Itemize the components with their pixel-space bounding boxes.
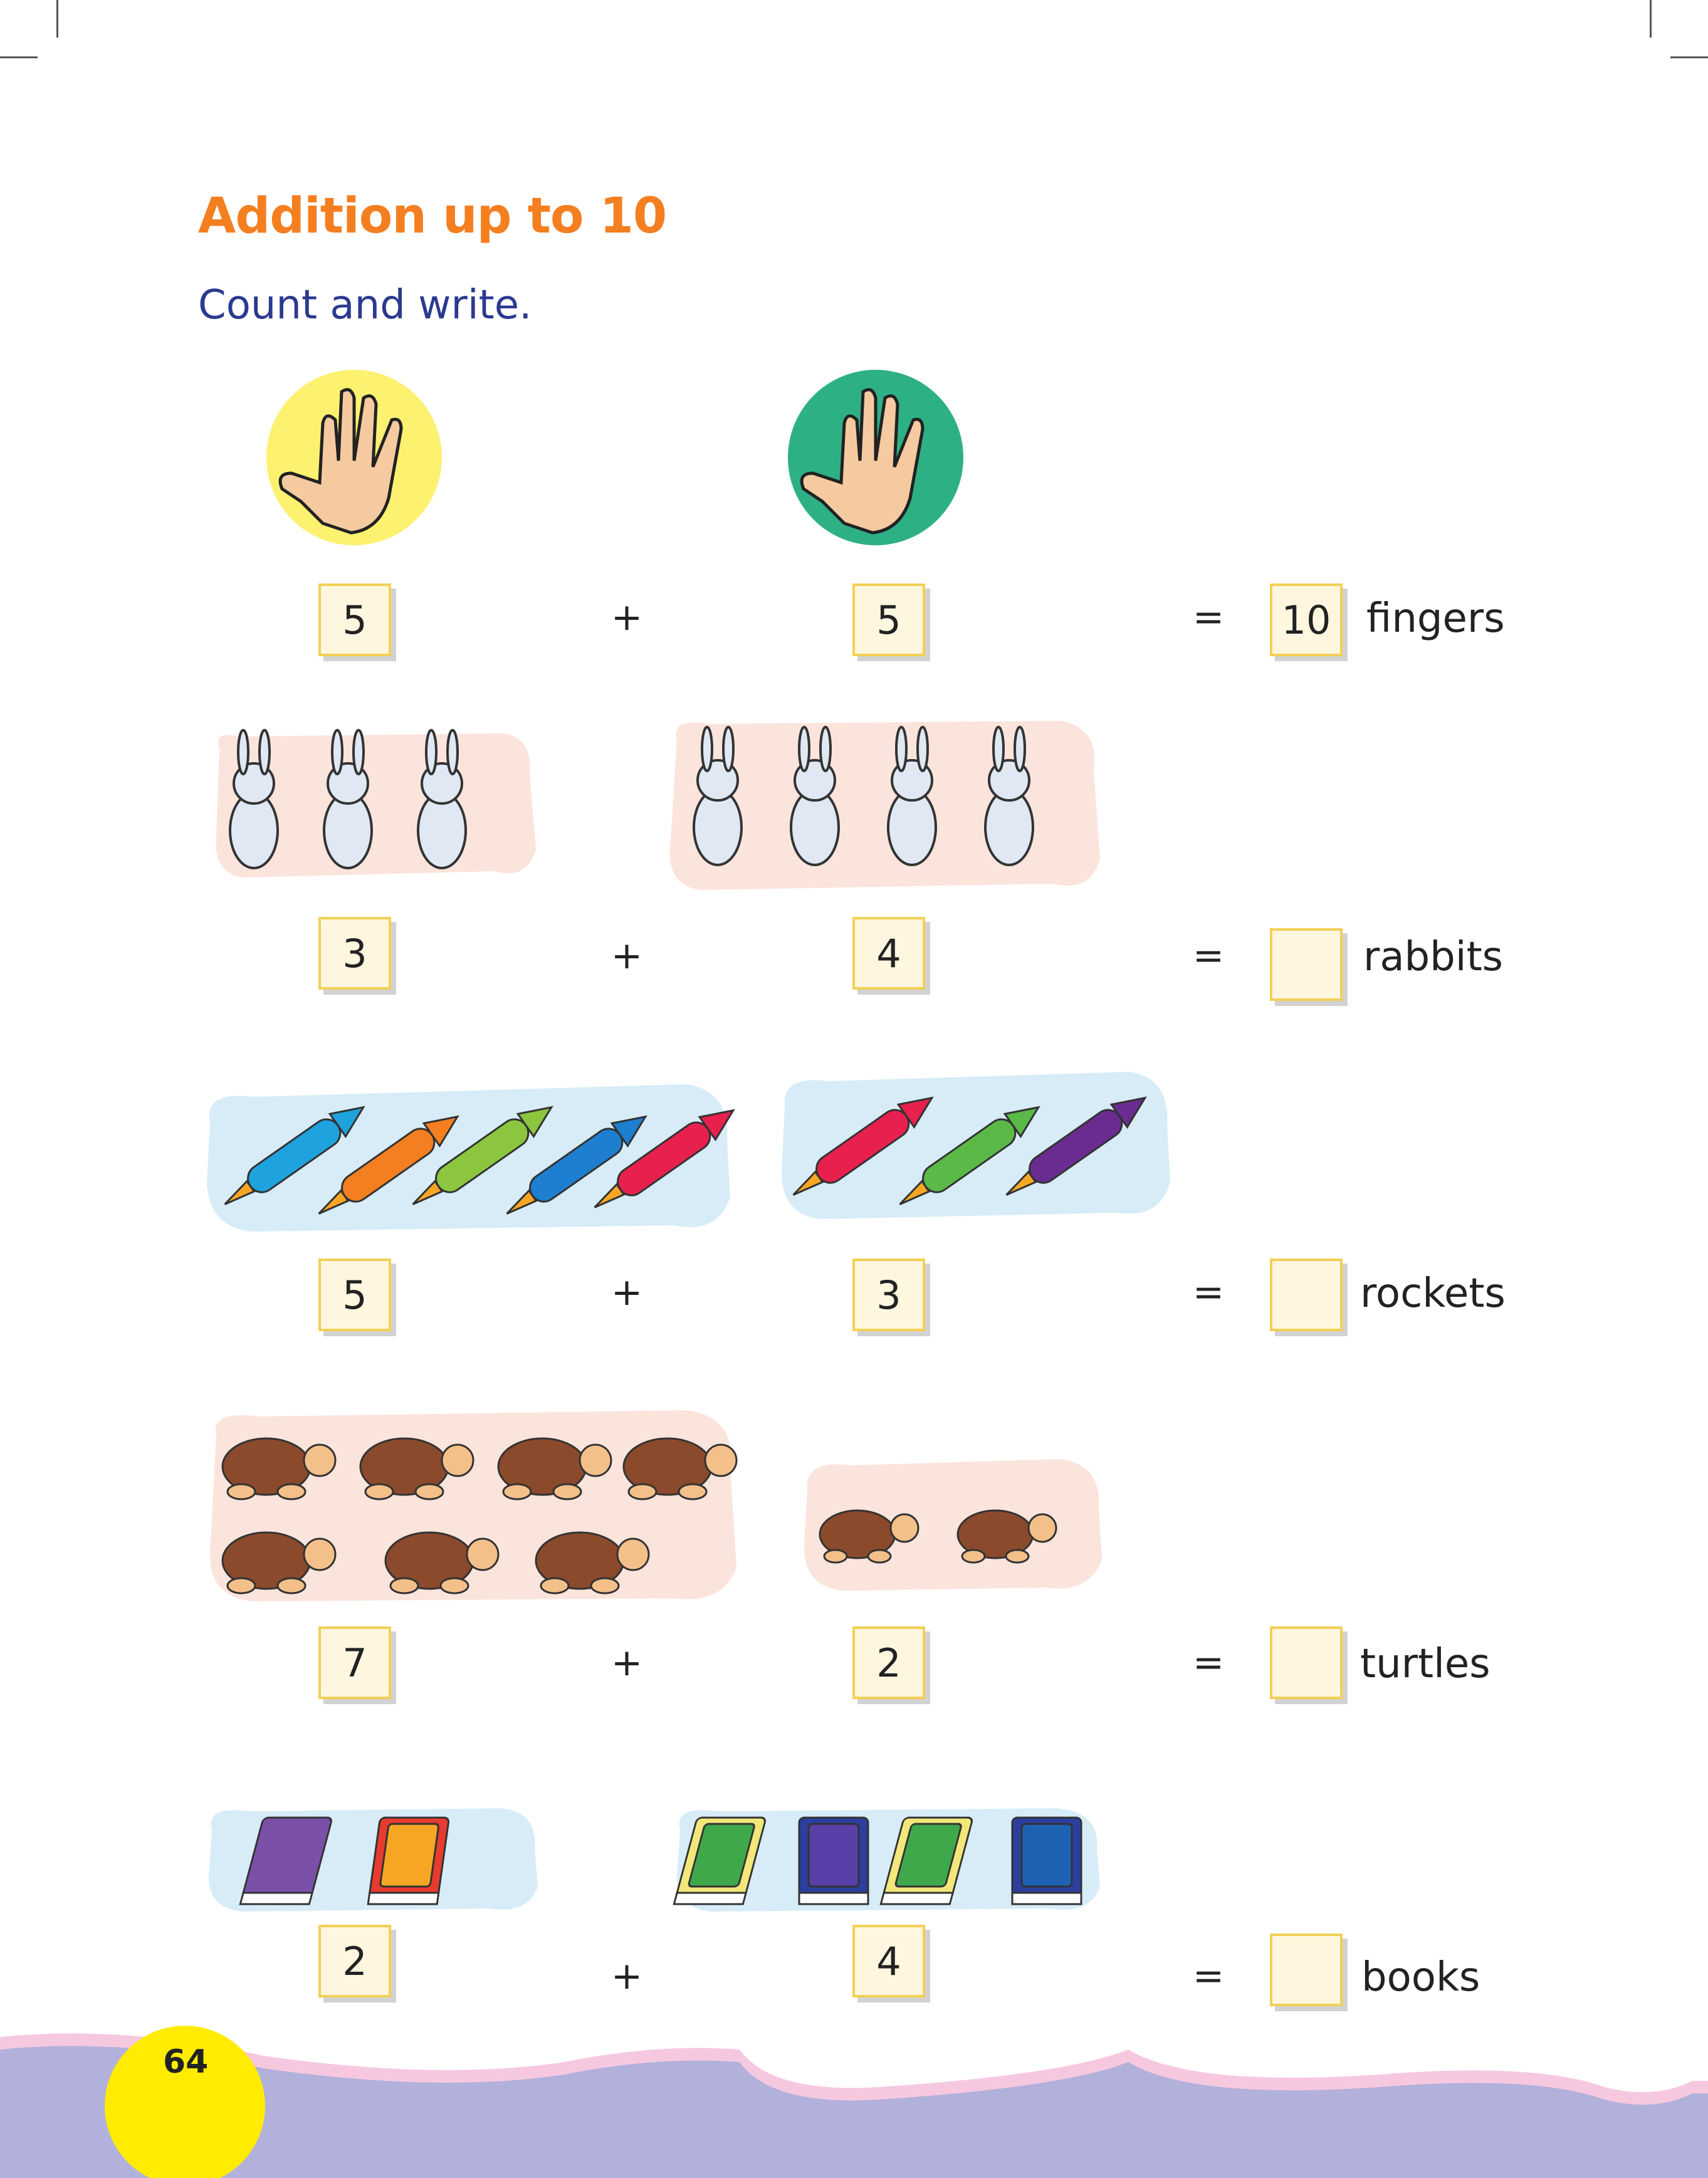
unit-label: rabbits [1363,934,1503,980]
crop-mark [56,0,58,38]
rabbits-group-b [669,721,1100,890]
addend-a-box: 5 [318,584,391,656]
equals-sign: = [1192,1954,1225,1998]
unit-label: fingers [1366,595,1505,642]
addend-b-box: 4 [852,917,925,990]
books-group-b [673,1808,1100,1912]
hand-green-illustration [788,370,963,545]
answer-box[interactable]: 10 [1270,584,1343,656]
crop-mark [1650,0,1652,38]
answer-box[interactable] [1270,928,1343,1001]
addend-b-box: 5 [852,584,925,656]
turtles-group-a [210,1410,738,1601]
plus-sign: + [610,934,643,978]
page-number: 64 [163,2043,209,2081]
addend-a-box: 2 [318,1925,391,1997]
crop-mark [1670,56,1708,58]
page-title: Addition up to 10 [198,188,667,244]
books-group-a [209,1808,538,1912]
addend-b-box: 2 [852,1626,925,1699]
addend-a-box: 7 [318,1626,391,1699]
rabbit-icon [229,729,467,869]
addend-b-box: 4 [852,1925,925,1997]
plus-sign: + [610,1641,643,1685]
rockets-group-a [207,1084,735,1232]
equals-sign: = [1192,934,1225,978]
addend-a-box: 3 [318,917,391,990]
answer-box[interactable] [1270,1626,1343,1699]
hand-icon [278,388,403,535]
book-icon [673,1816,1082,1905]
rocket-icon [792,1096,1147,1205]
plus-sign: + [610,1270,643,1314]
addend-a-box: 5 [318,1259,391,1331]
rabbits-group-a [216,729,536,877]
crop-mark [0,56,38,58]
page-number-circle [105,2026,265,2178]
unit-label: books [1361,1954,1480,2001]
equals-sign: = [1192,595,1225,639]
plus-sign: + [610,1954,643,1998]
answer-box[interactable] [1270,1934,1343,2006]
book-icon [239,1816,450,1905]
hand-icon [800,388,925,535]
equals-sign: = [1192,1270,1225,1314]
unit-label: rockets [1360,1270,1506,1317]
rabbit-icon [693,726,1034,866]
addend-b-box: 3 [852,1259,925,1331]
instruction: Count and write. [198,282,532,328]
hand-yellow-illustration [266,370,442,545]
equals-sign: = [1192,1641,1225,1685]
rockets-group-b [782,1072,1170,1219]
rocket-icon [224,1106,735,1215]
turtle-icon [221,1437,738,1594]
unit-label: turtles [1360,1641,1491,1687]
answer-box[interactable] [1270,1259,1343,1331]
turtles-group-b [804,1459,1102,1591]
footer-wave [0,2033,1708,2178]
turtle-icon [819,1509,1057,1564]
plus-sign: + [610,595,643,639]
